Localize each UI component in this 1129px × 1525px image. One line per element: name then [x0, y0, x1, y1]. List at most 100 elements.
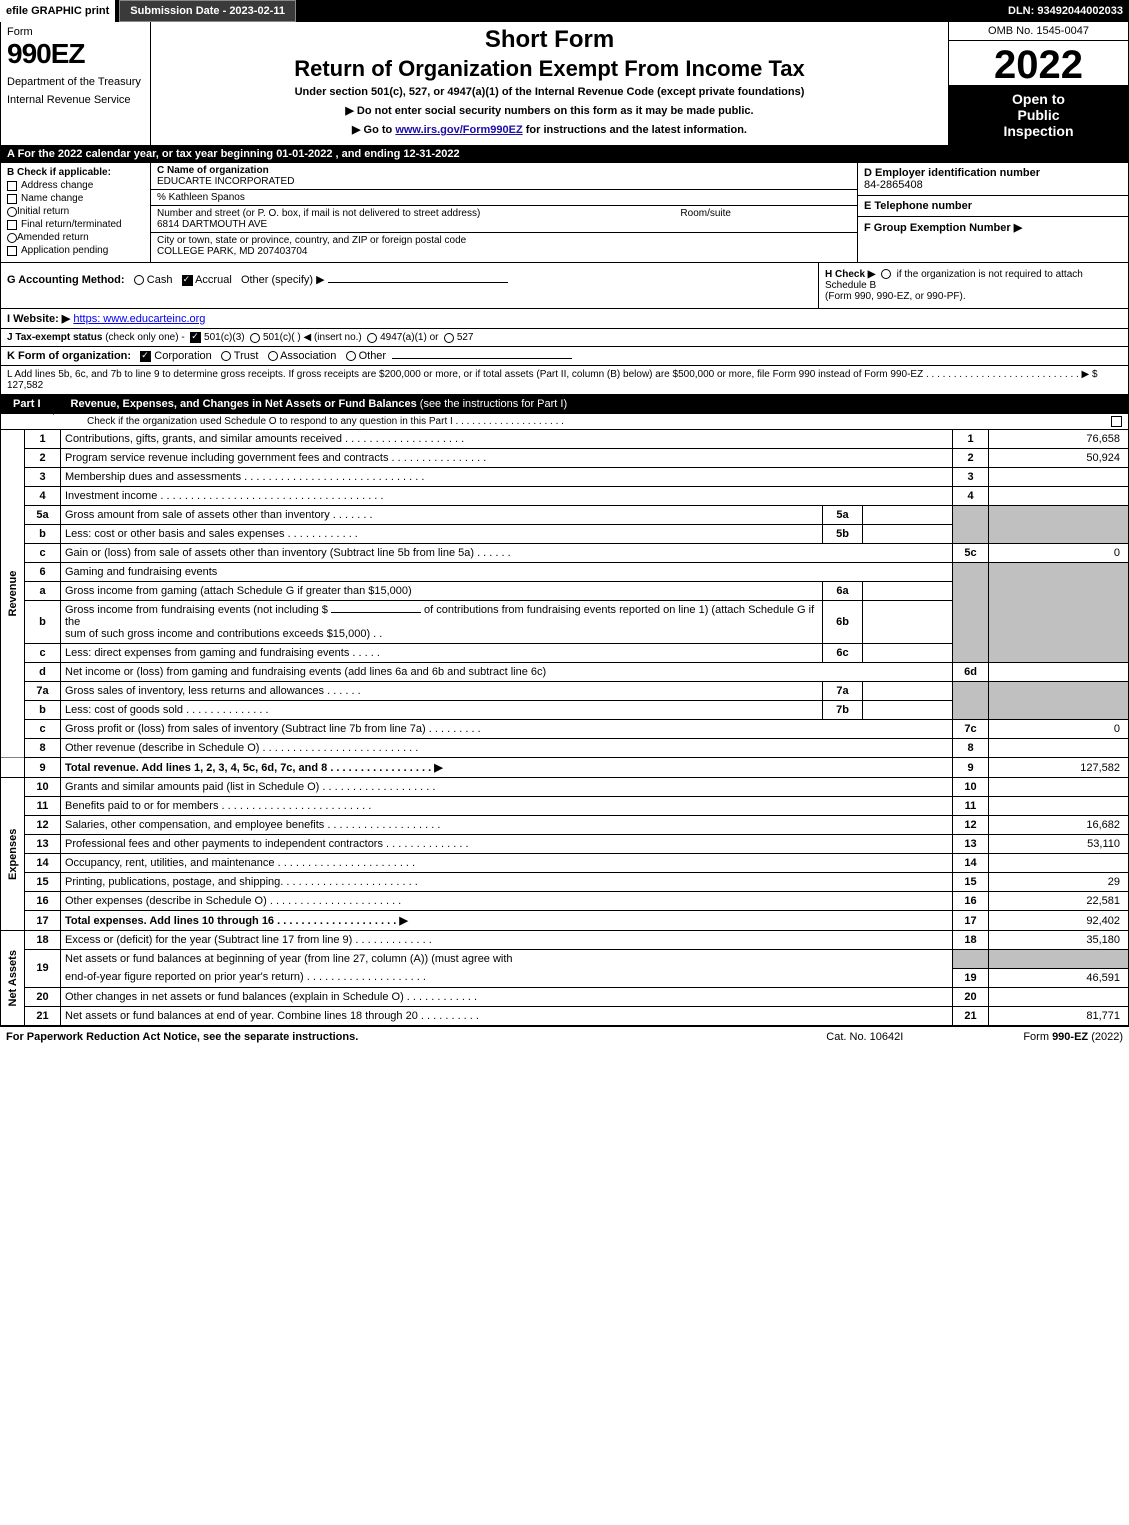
- radio-icon: [7, 207, 17, 217]
- city-label: City or town, state or province, country…: [157, 235, 466, 246]
- radio-assoc[interactable]: [268, 351, 278, 361]
- part1-checkbox[interactable]: [1111, 416, 1122, 427]
- line-val: [989, 468, 1129, 487]
- part1-title: Revenue, Expenses, and Changes in Net As…: [53, 398, 1128, 410]
- line-val: 81,771: [989, 1006, 1129, 1025]
- line-desc: Printing, publications, postage, and shi…: [61, 873, 953, 892]
- line-val: [989, 778, 1129, 797]
- org-name-block: C Name of organization EDUCARTE INCORPOR…: [151, 163, 857, 190]
- line-desc: Membership dues and assessments . . . . …: [61, 468, 953, 487]
- box-e: E Telephone number: [858, 196, 1128, 217]
- goto-link[interactable]: www.irs.gov/Form990EZ: [395, 124, 522, 136]
- radio-other-org[interactable]: [346, 351, 356, 361]
- shaded-cell: [953, 563, 989, 663]
- line-desc: Less: direct expenses from gaming and fu…: [61, 644, 823, 663]
- line-val: [989, 854, 1129, 873]
- box-d: D Employer identification number 84-2865…: [858, 163, 1128, 196]
- sub-val: [863, 525, 953, 544]
- line-num: 20: [25, 987, 61, 1006]
- line-num: b: [25, 525, 61, 544]
- donot-warning: ▶ Do not enter social security numbers o…: [161, 104, 938, 117]
- inspection-badge: Open to Public Inspection: [949, 85, 1128, 145]
- underline: [331, 612, 421, 613]
- sub-val: [863, 506, 953, 525]
- line-desc: Benefits paid to or for members . . . . …: [61, 797, 953, 816]
- line-num: b: [25, 601, 61, 644]
- box-num: 17: [953, 911, 989, 931]
- revenue-table: Revenue 1 Contributions, gifts, grants, …: [0, 430, 1129, 1026]
- shaded-cell: [989, 506, 1129, 544]
- line-val: 76,658: [989, 430, 1129, 449]
- form-word: Form: [7, 26, 144, 38]
- chk-initial-return[interactable]: Initial return: [7, 206, 144, 217]
- line-num: a: [25, 582, 61, 601]
- shaded-cell: [989, 950, 1129, 969]
- l-text: L Add lines 5b, 6c, and 7b to line 9 to …: [7, 369, 1098, 380]
- line-val: 92,402: [989, 911, 1129, 931]
- radio-527[interactable]: [444, 333, 454, 343]
- radio-cash[interactable]: [134, 275, 144, 285]
- form-number: 990EZ: [7, 38, 144, 70]
- box-num: 2: [953, 449, 989, 468]
- efile-label[interactable]: efile GRAPHIC print: [0, 0, 115, 22]
- box-num: 19: [953, 968, 989, 987]
- h-radio[interactable]: [881, 269, 891, 279]
- shaded-cell: [989, 682, 1129, 720]
- line-num: c: [25, 644, 61, 663]
- line-num: 4: [25, 487, 61, 506]
- line-num: c: [25, 544, 61, 563]
- line-desc: Professional fees and other payments to …: [61, 835, 953, 854]
- omb-number: OMB No. 1545-0047: [949, 22, 1128, 41]
- box-num: 6d: [953, 663, 989, 682]
- care-of: % Kathleen Spanos: [151, 190, 857, 206]
- line-num: b: [25, 701, 61, 720]
- line-num: 17: [25, 911, 61, 931]
- radio-501c[interactable]: [250, 333, 260, 343]
- line-desc: Contributions, gifts, grants, and simila…: [61, 430, 953, 449]
- dept-treasury: Department of the Treasury: [7, 76, 144, 88]
- line-desc: Net assets or fund balances at beginning…: [61, 950, 953, 969]
- j-sub: (check only one) -: [105, 332, 184, 343]
- box-num: 18: [953, 931, 989, 950]
- other-specify-line[interactable]: [328, 282, 508, 283]
- check-501c3[interactable]: [190, 332, 201, 343]
- line-desc: Occupancy, rent, utilities, and maintena…: [61, 854, 953, 873]
- check-corp[interactable]: [140, 351, 151, 362]
- tax-year: 2022: [949, 41, 1128, 85]
- line-val: [989, 487, 1129, 506]
- top-bar: efile GRAPHIC print Submission Date - 20…: [0, 0, 1129, 22]
- radio-trust[interactable]: [221, 351, 231, 361]
- line-val: 46,591: [989, 968, 1129, 987]
- line-desc: Gross income from fundraising events (no…: [61, 601, 823, 644]
- line-desc: Other revenue (describe in Schedule O) .…: [61, 739, 953, 758]
- line-num: 9: [25, 758, 61, 778]
- goto-post: for instructions and the latest informat…: [523, 124, 747, 136]
- chk-application-pending[interactable]: Application pending: [7, 245, 144, 256]
- street-label: Number and street (or P. O. box, if mail…: [157, 208, 480, 219]
- sub-label: 6b: [823, 601, 863, 644]
- other-org-line[interactable]: [392, 358, 572, 359]
- insp2: Public: [953, 107, 1124, 123]
- line-desc: Less: cost or other basis and sales expe…: [61, 525, 823, 544]
- under-section: Under section 501(c), 527, or 4947(a)(1)…: [161, 86, 938, 98]
- goto-line: ▶ Go to www.irs.gov/Form990EZ for instru…: [161, 123, 938, 136]
- chk-address-change[interactable]: Address change: [7, 180, 144, 191]
- box-num: 21: [953, 1006, 989, 1025]
- chk-final-return[interactable]: Final return/terminated: [7, 219, 144, 230]
- line-desc: Gross sales of inventory, less returns a…: [61, 682, 823, 701]
- part1-checkrow: Check if the organization used Schedule …: [0, 414, 1129, 430]
- radio-4947[interactable]: [367, 333, 377, 343]
- chk-amended-return[interactable]: Amended return: [7, 232, 144, 243]
- website-link[interactable]: https: www.educarteinc.org: [73, 313, 205, 325]
- line-num: 21: [25, 1006, 61, 1025]
- revenue-side-label: Revenue: [1, 430, 25, 758]
- name-label: C Name of organization: [157, 165, 269, 176]
- chk-name-change[interactable]: Name change: [7, 193, 144, 204]
- check-accrual[interactable]: [182, 275, 193, 286]
- box-num: 15: [953, 873, 989, 892]
- city: COLLEGE PARK, MD 207403704: [157, 246, 307, 257]
- l-val: 127,582: [7, 380, 43, 391]
- radio-icon: [7, 233, 17, 243]
- shaded-cell: [953, 950, 989, 969]
- goto-pre: ▶ Go to: [352, 124, 395, 136]
